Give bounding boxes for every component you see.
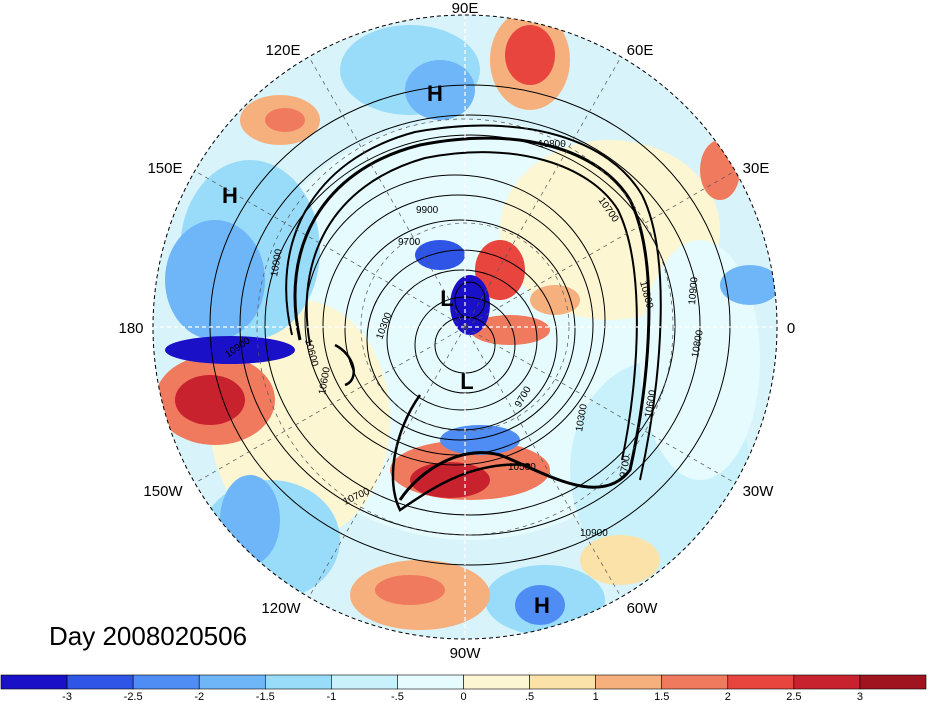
contour-label: 9700 [398, 237, 421, 248]
colorbar-swatch [661, 674, 729, 690]
contour-label: 9900 [416, 205, 439, 216]
low-center-arctic: L [440, 286, 453, 311]
colorbar-tick-label: -3 [62, 691, 72, 702]
colorbar-swatch [727, 674, 795, 690]
map-boundary [152, 14, 778, 640]
high-center-atlantic: H [534, 593, 550, 618]
lon-label-180: 180 [118, 320, 143, 337]
colorbar-tick-label: -1 [326, 691, 336, 702]
colorbar-tick-label: -.5 [391, 691, 404, 702]
colorbar-swatch [132, 674, 200, 690]
colorbar-swatch [198, 674, 266, 690]
lon-label-150e: 150E [147, 160, 182, 177]
day-label: Day 2008020506 [49, 621, 247, 651]
contour-label: 10600 [317, 366, 333, 396]
contour-label: 10800 [538, 139, 566, 150]
colorbar-tick-label: -2 [194, 691, 204, 702]
colorbar-swatch [331, 674, 398, 690]
contour-label: 9700 [618, 454, 633, 478]
graticule [194, 56, 736, 598]
contour-label: 10900 [580, 528, 608, 539]
high-center-pacific: H [222, 183, 238, 208]
colorbar-swatch [463, 674, 530, 690]
colorbar-tick-label: 0 [460, 691, 466, 702]
colorbar-swatch [66, 674, 134, 690]
lon-label-90w: 90W [450, 645, 482, 662]
contour-label: 10900 [687, 276, 700, 305]
colorbar-tick-label: 2.5 [786, 691, 801, 702]
colorbar-swatch [264, 674, 332, 690]
contour-label: 10900 [269, 248, 285, 278]
lon-label-150w: 150W [143, 483, 183, 500]
colorbar-swatch [529, 674, 596, 690]
high-center-siberia: H [427, 81, 443, 106]
colorbar-tick-label: 3 [857, 691, 863, 702]
colorbar-tick-label: -2.5 [124, 691, 143, 702]
contour-label: 10800 [690, 329, 706, 359]
contour-label: 10600 [643, 389, 659, 419]
colorbar-swatch [859, 674, 927, 690]
colorbar-tick-label: 1 [593, 691, 599, 702]
contour-label: 10300 [574, 403, 590, 433]
colorbar-tick-label: 1.5 [654, 691, 669, 702]
colorbar-swatch [397, 674, 464, 690]
lon-label-30w: 30W [743, 483, 775, 500]
low-center-canada: L [460, 369, 473, 394]
colorbar-tick-label: .5 [525, 691, 534, 702]
lon-label-60e: 60E [627, 42, 654, 59]
colorbar: -3 -2.5 -2 -1.5 -1 -.5 0 .5 1 1.5 2 2.5 3 [0, 674, 927, 702]
lon-label-90e: 90E [452, 0, 479, 17]
colorbar-swatch [595, 674, 663, 690]
lon-label-120e: 120E [265, 42, 300, 59]
contour-label: 10500 [508, 462, 536, 473]
lon-label-60w: 60W [627, 600, 659, 617]
lon-label-0: 0 [787, 320, 795, 337]
colorbar-tick-label: 2 [725, 691, 731, 702]
lon-label-30e: 30E [743, 160, 770, 177]
colorbar-swatch [793, 674, 861, 690]
colorbar-swatch [0, 674, 68, 690]
lon-label-120w: 120W [261, 600, 301, 617]
colorbar-tick-label: -1.5 [256, 691, 275, 702]
